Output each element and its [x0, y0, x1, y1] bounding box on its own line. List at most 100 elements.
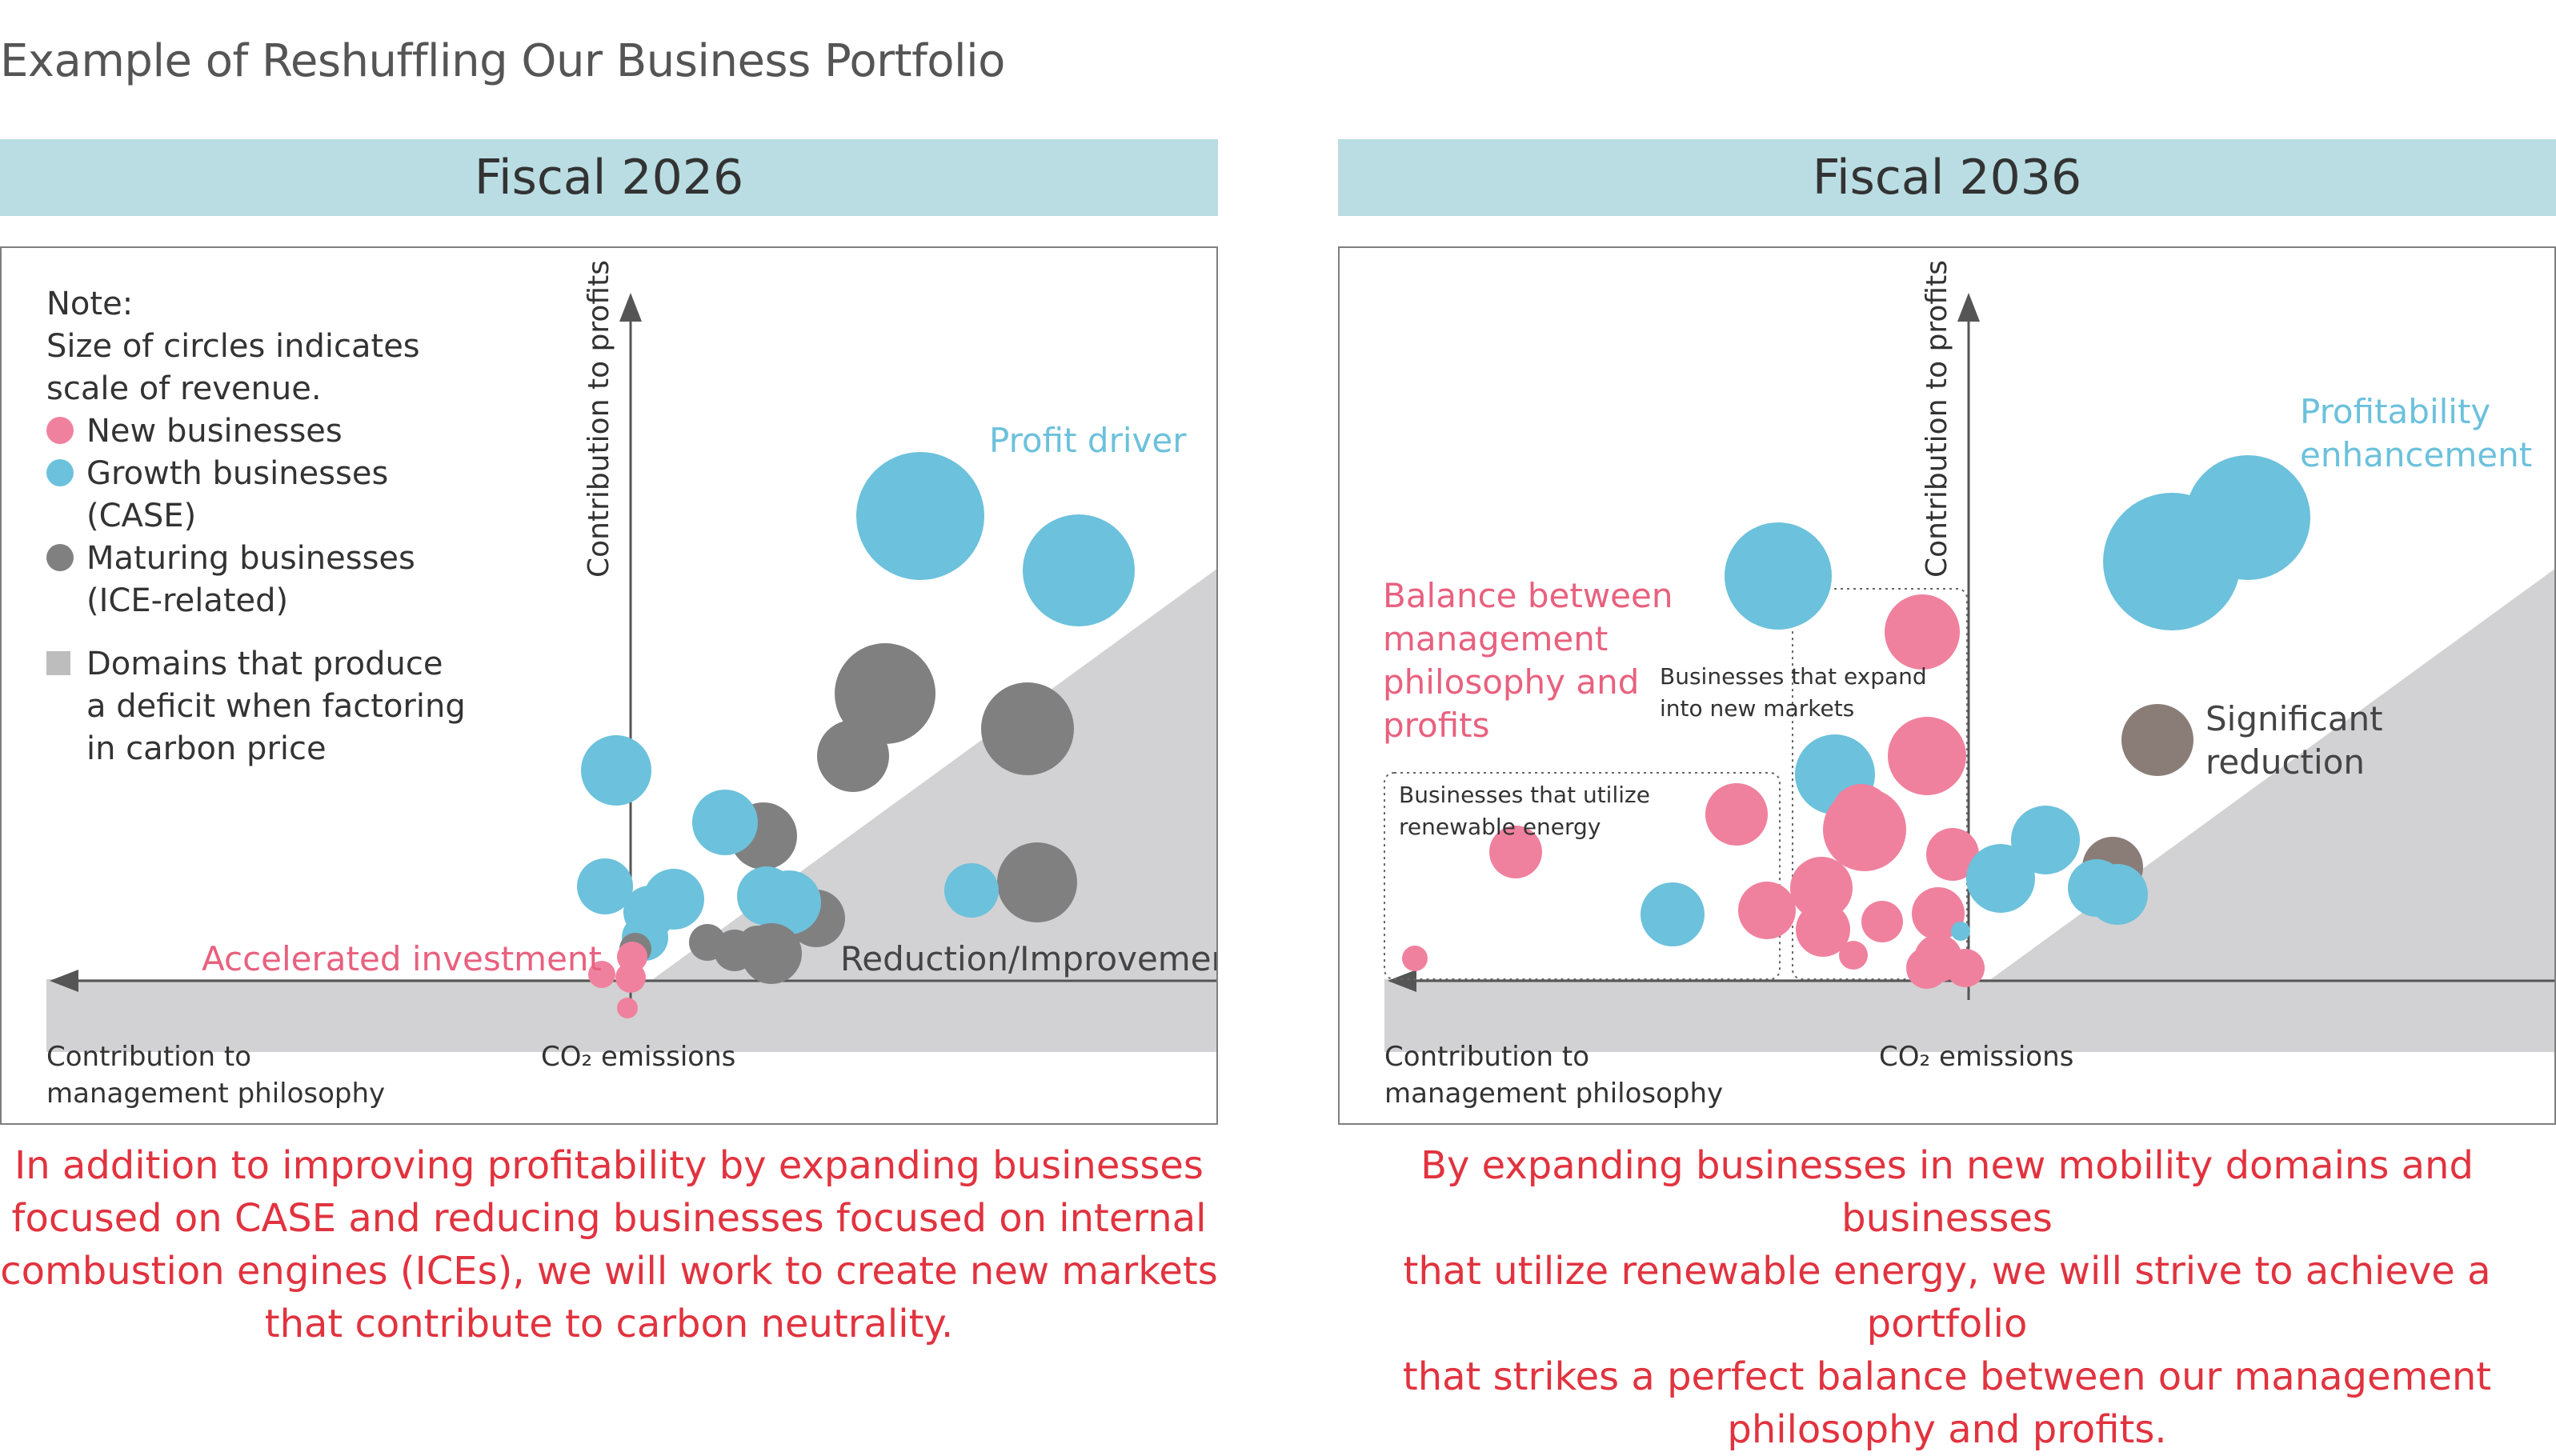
bubble-maturing [2121, 704, 2193, 776]
header-fiscal-2036: Fiscal 2036 [1338, 139, 2556, 216]
legend-deficit-label-2: a deficit when factoring [86, 688, 466, 725]
bubble-maturing [741, 923, 802, 984]
bubble-maturing [981, 682, 1074, 775]
legend-deficit-label-1: Domains that produce [86, 646, 443, 682]
label-renewable-energy: Businesses that utilize renewable energy [1399, 779, 1650, 843]
x-axis-left-label-2: management philosophy [46, 1078, 386, 1110]
bubble-growth [1725, 522, 1832, 630]
caption-2036-line-2: that utilize renewable energy, we will s… [1403, 1249, 2491, 1346]
bubble-new [1839, 941, 1868, 970]
page-title: Example of Reshuffling Our Business Port… [0, 35, 1005, 87]
legend-deficit-square-icon [46, 651, 70, 675]
bubble-growth [944, 863, 999, 918]
bubble-new [1906, 947, 1948, 989]
caption-2036-line-1: By expanding businesses in new mobility … [1420, 1143, 2474, 1241]
new-markets-box [1792, 588, 1968, 980]
bubble-growth [856, 452, 984, 580]
label-profitability-enhancement: Profitability enhancement [2300, 390, 2532, 477]
caption-2036-line-4: philosophy and profits. [1727, 1407, 2167, 1452]
legend-size-1: Size of circles indicates [46, 328, 420, 365]
legend-deficit: Domains that produce [46, 643, 466, 686]
bubble-maturing [997, 842, 1077, 922]
label-balance-4: profits [1383, 706, 1490, 745]
bubble-new [615, 962, 646, 993]
legend-growth-sub: (CASE) [86, 498, 197, 534]
legend-growth: Growth businesses [46, 453, 466, 495]
bubble-new [1790, 857, 1853, 919]
renewable-energy-box [1384, 772, 1781, 980]
caption-2036-line-3: that strikes a perfect balance between o… [1402, 1354, 2492, 1399]
legend-size-2: scale of revenue. [46, 370, 322, 407]
header-fiscal-2026: Fiscal 2026 [0, 139, 1218, 216]
bubble-new [1926, 828, 1979, 881]
legend-new-label: New businesses [86, 413, 343, 450]
bubble-growth [1951, 922, 1970, 941]
caption-fiscal-2036: By expanding businesses in new mobility … [1338, 1139, 2556, 1456]
legend-maturing: Maturing businesses [46, 538, 466, 580]
x-axis-arrow-icon [50, 970, 78, 992]
caption-fiscal-2026: In addition to improving profitability b… [0, 1139, 1218, 1350]
bubble-maturing [835, 643, 935, 744]
bubble-new [588, 961, 615, 988]
bubble-growth [581, 735, 651, 806]
bubble-new [1705, 783, 1768, 846]
caption-2026-line-1: In addition to improving profitability b… [14, 1143, 1204, 1188]
label-significant-1: Significant [2205, 699, 2383, 738]
y-axis-arrow-icon [619, 293, 642, 322]
caption-2026-line-4: that contribute to carbon neutrality. [264, 1302, 954, 1346]
bubble-growth [1966, 844, 2035, 913]
bubble-growth [2087, 864, 2148, 925]
legend-growth-dot-icon [46, 459, 74, 486]
x-axis-arrow-icon [1388, 970, 1416, 992]
label-expand-1: Businesses that expand [1660, 663, 1927, 690]
x-axis-left-label-2: management philosophy [1384, 1078, 1724, 1110]
header-fiscal-2026-text: Fiscal 2026 [474, 150, 744, 206]
label-significant-reduction: Significant reduction [2205, 698, 2383, 784]
label-expand-2: into new markets [1660, 695, 1855, 722]
panel-fiscal-2036: Contribution to profits Profitability en… [1338, 246, 2556, 1125]
panel-fiscal-2026: Note: Size of circles indicates scale of… [0, 246, 1218, 1125]
bubble-new [1738, 882, 1796, 939]
bubble-growth [1641, 882, 1705, 946]
y-axis-label: Contribution to profits [583, 260, 615, 578]
bubble-new [1831, 784, 1892, 845]
caption-2026-line-2: focused on CASE and reducing businesses … [11, 1196, 1207, 1241]
legend-maturing-label: Maturing businesses [86, 540, 415, 577]
label-balance-3: philosophy and [1383, 662, 1640, 702]
bubble-new [1796, 902, 1850, 957]
x-axis-left-label: Contribution to management philosophy [1384, 1038, 1723, 1112]
label-significant-2: reduction [2205, 742, 2366, 782]
label-reduction-improvement: Reduction/Improvement [840, 939, 1218, 978]
bubble-group [577, 452, 1135, 1018]
legend-growth-label: Growth businesses [86, 455, 389, 492]
bubble-new [1912, 887, 1965, 940]
panel-2036-graphics [1384, 293, 2554, 1052]
bubble-growth [2011, 806, 2080, 874]
deficit-region [1968, 569, 2554, 1052]
legend-new: New businesses [46, 410, 466, 453]
bubble-group [1402, 455, 2310, 989]
bubble-growth [692, 790, 758, 855]
header-fiscal-2036-text: Fiscal 2036 [1812, 150, 2082, 206]
legend-maturing-dot-icon [46, 544, 74, 571]
legend-deficit-label-3: in carbon price [86, 730, 327, 767]
panel-2026-graphics [46, 293, 1216, 1052]
bubble-new [1885, 594, 1960, 670]
x-axis-left-label: Contribution to management philosophy [46, 1038, 385, 1112]
x-axis-left-label-1: Contribution to [1384, 1041, 1590, 1073]
label-profit-driver: Profit driver [989, 421, 1187, 460]
bubble-growth [2103, 493, 2241, 630]
label-renew-2: renewable energy [1399, 814, 1601, 840]
label-accelerated-investment: Accelerated investment [202, 939, 603, 978]
caption-2026-line-3: combustion engines (ICEs), we will work … [0, 1249, 1218, 1294]
bubble-new [1946, 949, 1985, 987]
label-renew-1: Businesses that utilize [1399, 782, 1650, 808]
x-axis-center-label: CO₂ emissions [1879, 1041, 2074, 1073]
legend-maturing-sub: (ICE-related) [86, 582, 289, 619]
bubble-new [617, 998, 638, 1018]
label-profitability-2: enhancement [2300, 435, 2533, 474]
bubble-new [1489, 826, 1542, 878]
label-balance: Balance between management philosophy an… [1383, 574, 1673, 747]
bubble-maturing [817, 720, 889, 792]
bubble-new [1402, 946, 1428, 971]
